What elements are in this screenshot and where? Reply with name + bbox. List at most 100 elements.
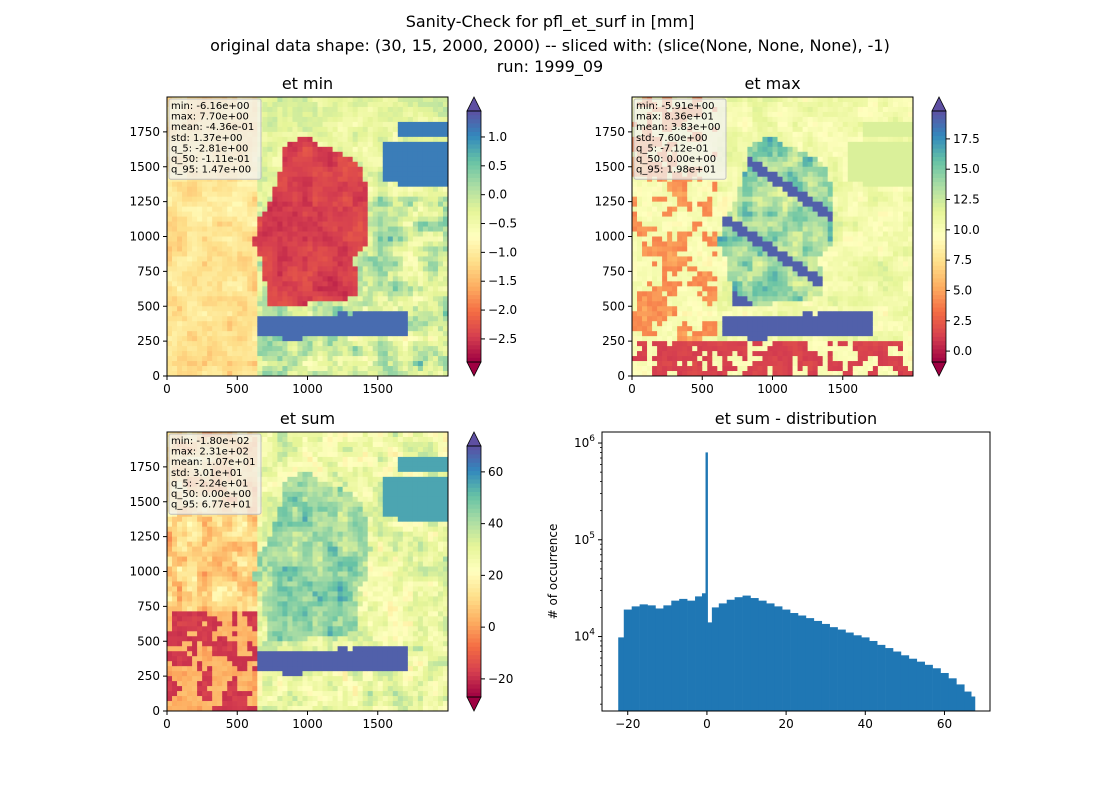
figure-run-label: run: 1999_09 (496, 57, 604, 76)
colorbar-extend-max (466, 96, 482, 112)
histogram-bar (861, 637, 870, 711)
y-tick-label: 1000 (129, 565, 160, 579)
y-tick-label: 1500 (129, 160, 160, 174)
subplot-title: et min (282, 74, 333, 93)
histogram-bar (734, 597, 743, 711)
histogram-bar (790, 613, 799, 711)
colorbar-tick-label: −20 (488, 672, 513, 686)
colorbar-tick-label: 15.0 (953, 162, 980, 176)
subplot-title: et sum (280, 409, 335, 428)
figure-title: Sanity-Check for pfl_et_surf in [mm] (405, 12, 695, 31)
histogram-bar (813, 620, 823, 711)
heatmap-image (167, 432, 449, 712)
histogram-bar (971, 696, 976, 711)
colorbar-extend-min (931, 361, 947, 377)
histogram-bar (940, 672, 949, 711)
stats-box (633, 98, 727, 180)
histogram-bar (900, 655, 910, 711)
stats-line: max: 7.70e+00 (171, 112, 249, 123)
stats-box (168, 98, 262, 180)
histogram-bar (916, 661, 925, 711)
histogram-bar (924, 664, 933, 711)
histogram-bar (742, 595, 751, 711)
histogram-panel: et sum - distribution −20 0 20 40 60 104 105 106… (546, 409, 991, 731)
y-tick-label: 750 (137, 264, 160, 278)
stats-line: min: -6.16e+00 (171, 101, 250, 112)
colorbar-tick-label: 0.0 (953, 344, 972, 358)
histogram-bar (618, 637, 625, 711)
colorbar-tick-label: 5.0 (953, 283, 972, 297)
stats-line: max: 2.31e+02 (171, 447, 249, 458)
x-tick-label: 500 (226, 382, 249, 396)
x-tick-label: 0 (628, 382, 636, 396)
colorbar-tick-label: 7.5 (953, 253, 972, 267)
colorbar-tick-label: −1.0 (488, 245, 517, 259)
histogram-bar (750, 598, 759, 711)
histogram-bar (782, 609, 791, 711)
x-tick-label: 0 (703, 717, 711, 731)
x-tick-label: 40 (858, 717, 873, 731)
y-tick-label: 104 (574, 628, 595, 644)
histogram-bar (631, 606, 640, 711)
x-tick-label: 20 (778, 717, 793, 731)
histogram-bar (797, 615, 807, 711)
stats-line: mean: -4.36e-01 (171, 122, 254, 133)
y-tick-label: 250 (137, 669, 160, 683)
histogram-bar (869, 640, 878, 711)
stats-line: min: -1.80e+02 (171, 436, 250, 447)
y-tick-label: 1250 (129, 195, 160, 209)
colorbar-frame (931, 110, 947, 363)
stats-line: q_50: 0.00e+00 (171, 489, 251, 500)
y-axis-label: # of occurrence (546, 524, 560, 620)
x-tick-label: 1000 (757, 382, 788, 396)
histogram-bar (805, 618, 815, 711)
histogram-bar (647, 605, 656, 711)
stats-box (168, 433, 262, 515)
stats-line: q_5: -7.12e-01 (636, 143, 709, 154)
stats-line: q_50: -1.11e-01 (171, 154, 250, 165)
x-tick-label: 1500 (362, 382, 393, 396)
histogram-bar (837, 629, 846, 711)
stats-line: min: -5.91e+00 (636, 101, 715, 112)
colorbar-tick-label: 0.5 (488, 159, 507, 173)
stats-line: std: 1.37e+00 (171, 133, 243, 144)
x-tick-label: 1000 (292, 382, 323, 396)
y-tick-label: 750 (602, 264, 625, 278)
x-tick-label: 500 (226, 717, 249, 731)
x-tick-label: 1000 (292, 717, 323, 731)
subplot-title: et max (744, 74, 800, 93)
colorbar-extend-max (466, 431, 482, 447)
stats-line: q_95: 6.77e+01 (171, 500, 251, 511)
histogram-bar (701, 593, 708, 711)
stats-line: mean: 1.07e+01 (171, 457, 255, 468)
colorbar-tick-label: 2.5 (953, 314, 972, 328)
stats-line: mean: 3.83e+00 (636, 122, 720, 133)
colorbar-tick-label: −0.5 (488, 217, 517, 231)
x-tick-label: −20 (615, 717, 640, 731)
histogram-bar (711, 607, 720, 711)
y-tick-label: 1750 (594, 125, 625, 139)
heatmap-panel-3: et sum 0 500 1000 1500 0 250 500 750 1000 1250 1500… (129, 409, 513, 731)
colorbar: 17.5 15.0 12.5 10.0 7.5 5.0 2.5 0.0 (931, 96, 980, 377)
stats-line: q_5: -2.81e+00 (171, 143, 248, 154)
colorbar-tick-label: 20 (488, 568, 503, 582)
histogram-bar (956, 684, 965, 711)
heatmap-panel-1: et min 0 500 1000 1500 0 250 500 750 1000 1250 1500… (129, 74, 517, 396)
colorbar-tick-label: 12.5 (953, 193, 980, 207)
histogram-bar (829, 627, 838, 711)
colorbar-frame (466, 445, 482, 698)
figure-subtitle: original data shape: (30, 15, 2000, 2000… (210, 36, 890, 55)
histogram-bar (623, 609, 632, 711)
y-tick-label: 0 (152, 369, 160, 383)
histogram-bar (655, 608, 664, 711)
colorbar-tick-label: 10.0 (953, 223, 980, 237)
y-tick-label: 750 (137, 599, 160, 613)
stats-line: q_95: 1.98e+01 (636, 165, 716, 176)
colorbar-tick-label: 17.5 (953, 132, 980, 146)
y-tick-label: 1250 (594, 195, 625, 209)
colorbar-tick-label: 1.0 (488, 130, 507, 144)
x-tick-label: 1500 (827, 382, 858, 396)
y-tick-label: 106 (574, 434, 595, 450)
histogram-bar (845, 632, 854, 711)
